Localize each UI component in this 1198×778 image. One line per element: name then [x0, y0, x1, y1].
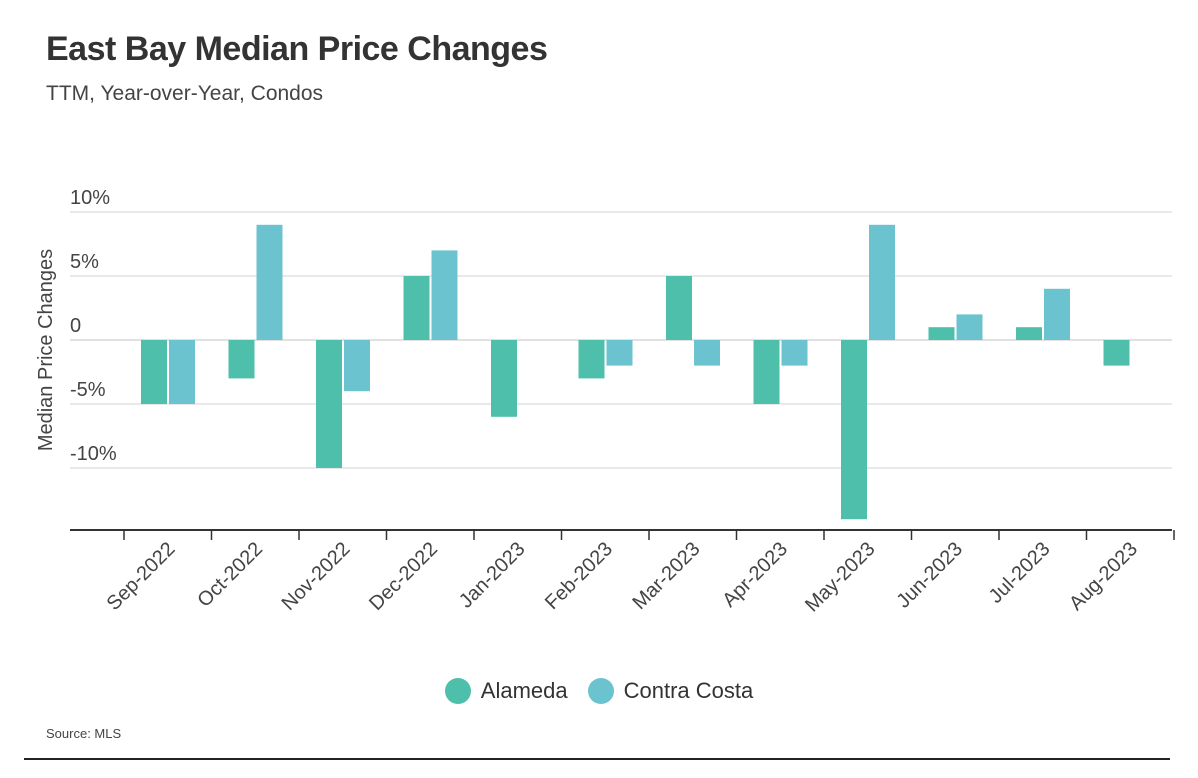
bar-alameda-sep-2022[interactable]: [141, 340, 167, 404]
x-tick-label: Jan-2023: [455, 538, 530, 613]
x-tick-label: Apr-2023: [718, 538, 792, 612]
x-tick-label: Dec-2022: [365, 538, 442, 615]
bar-contra-costa-nov-2022[interactable]: [344, 340, 370, 392]
y-axis-label: Median Price Changes: [35, 249, 57, 451]
x-tick-label: Jul-2023: [985, 538, 1055, 608]
x-tick-labels: Sep-2022 Oct-2022 Nov-2022 Dec-2022 Jan-2023…: [103, 538, 1142, 616]
x-tick-label: May-2023: [801, 538, 879, 616]
y-tick-label: -10%: [70, 443, 117, 465]
legend-label-contra-costa: Contra Costa: [623, 678, 754, 703]
x-axis: [70, 529, 1175, 540]
bottom-divider: [24, 758, 1170, 760]
bar-contra-costa-jun-2023[interactable]: [956, 314, 983, 340]
y-tick-label: 5%: [70, 251, 99, 273]
bar-alameda-aug-2023[interactable]: [1103, 340, 1130, 366]
bar-alameda-dec-2022[interactable]: [403, 276, 430, 340]
bar-contra-costa-sep-2022[interactable]: [169, 340, 195, 404]
bar-alameda-jun-2023[interactable]: [928, 327, 955, 340]
x-tick-label: Oct-2022: [193, 538, 267, 612]
bar-alameda-apr-2023[interactable]: [753, 340, 780, 404]
x-tick-label: Mar-2023: [628, 538, 704, 614]
x-tick-label: Feb-2023: [541, 538, 617, 614]
y-tick-labels: 10% 5% 0 -5% -10%: [70, 187, 117, 465]
legend-item-contra-costa[interactable]: Contra Costa: [587, 678, 754, 704]
bar-layer: [141, 224, 1130, 520]
x-tick-label: Sep-2022: [103, 538, 180, 615]
bar-alameda-may-2023[interactable]: [841, 340, 867, 520]
legend: Alameda Contra Costa: [0, 674, 1198, 708]
chart-title: East Bay Median Price Changes: [46, 30, 548, 68]
source-note: Source: MLS: [46, 726, 122, 741]
legend-item-alameda[interactable]: Alameda: [444, 678, 568, 704]
bar-alameda-feb-2023[interactable]: [578, 340, 605, 379]
bar-contra-costa-feb-2023[interactable]: [606, 340, 633, 366]
bar-contra-costa-may-2023[interactable]: [869, 224, 895, 340]
chart-canvas: 10% 5% 0 -5% -10% Sep-2022 Oct-2022 Nov-2022 De…: [35, 187, 1175, 616]
x-tick-label: Nov-2022: [278, 538, 355, 615]
legend-swatch-contra-costa: [587, 678, 614, 704]
bar-alameda-jul-2023[interactable]: [1016, 327, 1042, 340]
bar-contra-costa-dec-2022[interactable]: [431, 250, 458, 340]
x-tick-label: Aug-2023: [1065, 538, 1142, 615]
legend-swatch-alameda: [444, 678, 471, 704]
bar-alameda-nov-2022[interactable]: [316, 340, 342, 468]
bar-contra-costa-oct-2022[interactable]: [256, 224, 283, 340]
y-tick-label: 0: [70, 315, 81, 337]
y-tick-label: -5%: [70, 379, 106, 401]
x-tick-label: Jun-2023: [893, 538, 968, 613]
bar-alameda-mar-2023[interactable]: [666, 276, 692, 340]
y-tick-label: 10%: [70, 187, 110, 209]
legend-label-alameda: Alameda: [480, 678, 568, 703]
bar-alameda-jan-2023[interactable]: [491, 340, 517, 417]
bar-contra-costa-mar-2023[interactable]: [694, 340, 720, 366]
bar-alameda-oct-2022[interactable]: [228, 340, 255, 379]
grid-layer: [70, 211, 1172, 469]
bar-contra-costa-apr-2023[interactable]: [781, 340, 808, 366]
bar-contra-costa-jul-2023[interactable]: [1044, 288, 1070, 340]
chart-subtitle: TTM, Year-over-Year, Condos: [46, 82, 324, 105]
